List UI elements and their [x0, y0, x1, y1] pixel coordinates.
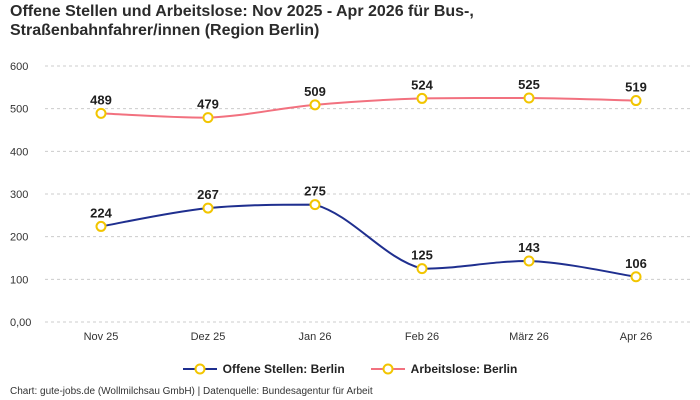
x-tick-label: Feb 26 — [405, 331, 439, 343]
chart-title: Offene Stellen und Arbeitslose: Nov 2025… — [10, 2, 690, 40]
data-point-arbeitslose[interactable] — [523, 92, 535, 104]
y-tick-label: 200 — [10, 232, 28, 244]
legend-item-arbeitslose[interactable]: Arbeitslose: Berlin — [370, 362, 518, 376]
x-axis-ticks: Nov 25 Dez 25 Jan 26 Feb 26 März 26 Apr 26 — [84, 331, 653, 343]
chart-title-line-2: Straßenbahnfahrer/innen (Region Berlin) — [10, 22, 320, 39]
series-line-arbeitslose — [100, 96, 637, 119]
data-point-offene-stellen[interactable] — [523, 255, 535, 267]
y-tick-label: 500 — [10, 104, 28, 116]
y-tick-label: 600 — [10, 61, 28, 73]
series-layer — [95, 92, 642, 283]
y-tick-label: 100 — [10, 274, 28, 286]
data-point-arbeitslose[interactable] — [630, 95, 642, 107]
x-tick-label: Jan 26 — [298, 331, 331, 343]
legend-swatch-offene-stellen — [182, 363, 217, 375]
data-label-offene-stellen: 125 — [411, 248, 433, 263]
data-label-arbeitslose: 509 — [304, 84, 326, 99]
data-label-arbeitslose: 524 — [411, 77, 433, 92]
legend-item-offene-stellen[interactable]: Offene Stellen: Berlin — [182, 362, 345, 376]
legend-swatch-arbeitslose — [370, 363, 405, 375]
data-point-arbeitslose[interactable] — [95, 107, 107, 119]
data-label-offene-stellen: 224 — [90, 205, 112, 220]
y-tick-label: 300 — [10, 189, 28, 201]
y-tick-label: 400 — [10, 146, 28, 158]
data-label-offene-stellen: 275 — [304, 184, 326, 199]
data-label-offene-stellen: 267 — [197, 187, 219, 202]
x-tick-label: Dez 25 — [191, 331, 226, 343]
legend-label-offene-stellen: Offene Stellen: Berlin — [222, 362, 345, 376]
y-axis-ticks: 0,00 100 200 300 400 500 600 — [10, 61, 31, 329]
data-label-arbeitslose: 519 — [625, 80, 647, 95]
data-label-offene-stellen: 106 — [625, 256, 647, 271]
data-label-arbeitslose: 525 — [518, 77, 540, 92]
line-chart: 0,00 100 200 300 400 500 600 Nov 25 Dez 25 Jan 2… — [10, 61, 690, 343]
chart-title-line-1: Offene Stellen und Arbeitslose: Nov 2025… — [10, 3, 474, 20]
footer-source: Chart: gute-jobs.de (Wollmilchsau GmbH) … — [10, 386, 373, 397]
data-point-arbeitslose[interactable] — [202, 112, 214, 124]
data-label-arbeitslose: 479 — [197, 97, 219, 112]
data-point-offene-stellen[interactable] — [309, 199, 321, 211]
legend: Offene Stellen: Berlin Arbeitslose: Berl… — [0, 362, 700, 376]
data-point-offene-stellen[interactable] — [202, 202, 214, 214]
x-tick-label: März 26 — [509, 331, 549, 343]
x-tick-label: Nov 25 — [84, 331, 119, 343]
x-tick-label: Apr 26 — [620, 331, 652, 343]
data-point-offene-stellen[interactable] — [630, 271, 642, 283]
data-label-offene-stellen: 143 — [518, 240, 540, 255]
data-point-arbeitslose[interactable] — [416, 92, 428, 104]
series-line-offene-stellen — [100, 203, 637, 278]
data-label-layer: 224 267 275 125 143 106 489 479 509 524 525 519 — [90, 77, 647, 271]
data-point-arbeitslose[interactable] — [309, 99, 321, 111]
y-tick-label: 0,00 — [10, 317, 31, 329]
data-point-offene-stellen[interactable] — [416, 263, 428, 275]
grid-layer — [45, 65, 690, 323]
data-label-arbeitslose: 489 — [90, 92, 112, 107]
legend-label-arbeitslose: Arbeitslose: Berlin — [410, 362, 518, 376]
data-point-offene-stellen[interactable] — [95, 220, 107, 232]
